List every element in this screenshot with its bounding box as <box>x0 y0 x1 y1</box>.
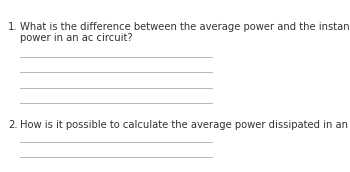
Text: How is it possible to calculate the average power dissipated in an ac circuit?: How is it possible to calculate the aver… <box>20 120 350 130</box>
Text: 2.: 2. <box>8 120 18 130</box>
Text: What is the difference between the average power and the instantaneous
power in : What is the difference between the avera… <box>20 22 350 43</box>
Text: 1.: 1. <box>8 22 18 32</box>
